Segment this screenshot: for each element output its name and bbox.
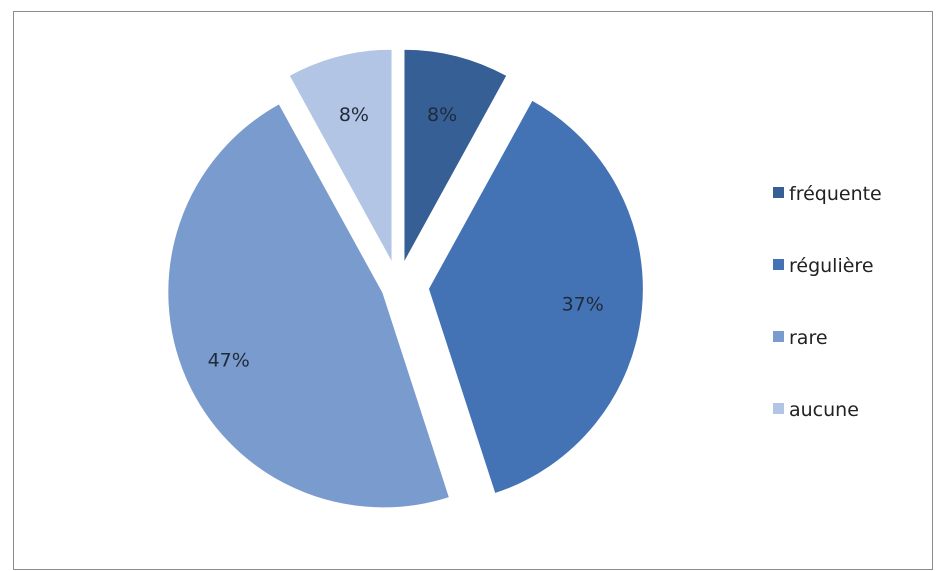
legend-swatch-4 (773, 403, 784, 414)
data-label-1: 8% (427, 104, 457, 126)
legend-swatch-1 (773, 187, 784, 198)
legend-swatch-2 (773, 259, 784, 270)
legend-label-2: régulière (789, 255, 874, 277)
legend-label-3: rare (789, 327, 828, 349)
data-label-3: 47% (208, 349, 250, 371)
legend-label-4: aucune (789, 399, 859, 421)
pie-slice-1 (402, 47, 509, 266)
legend-swatch-3 (773, 331, 784, 342)
pie-slices (166, 47, 645, 510)
data-label-4: 8% (339, 104, 369, 126)
pie-slice-2 (426, 98, 645, 496)
legend: fréquente régulière rare aucune (773, 183, 882, 421)
pie-data-labels: 8% 37% 47% 8% (208, 104, 604, 371)
data-label-2: 37% (562, 294, 604, 316)
pie-slice-3 (166, 101, 452, 510)
pie-slice-4 (287, 47, 394, 266)
legend-label-1: fréquente (789, 183, 882, 205)
